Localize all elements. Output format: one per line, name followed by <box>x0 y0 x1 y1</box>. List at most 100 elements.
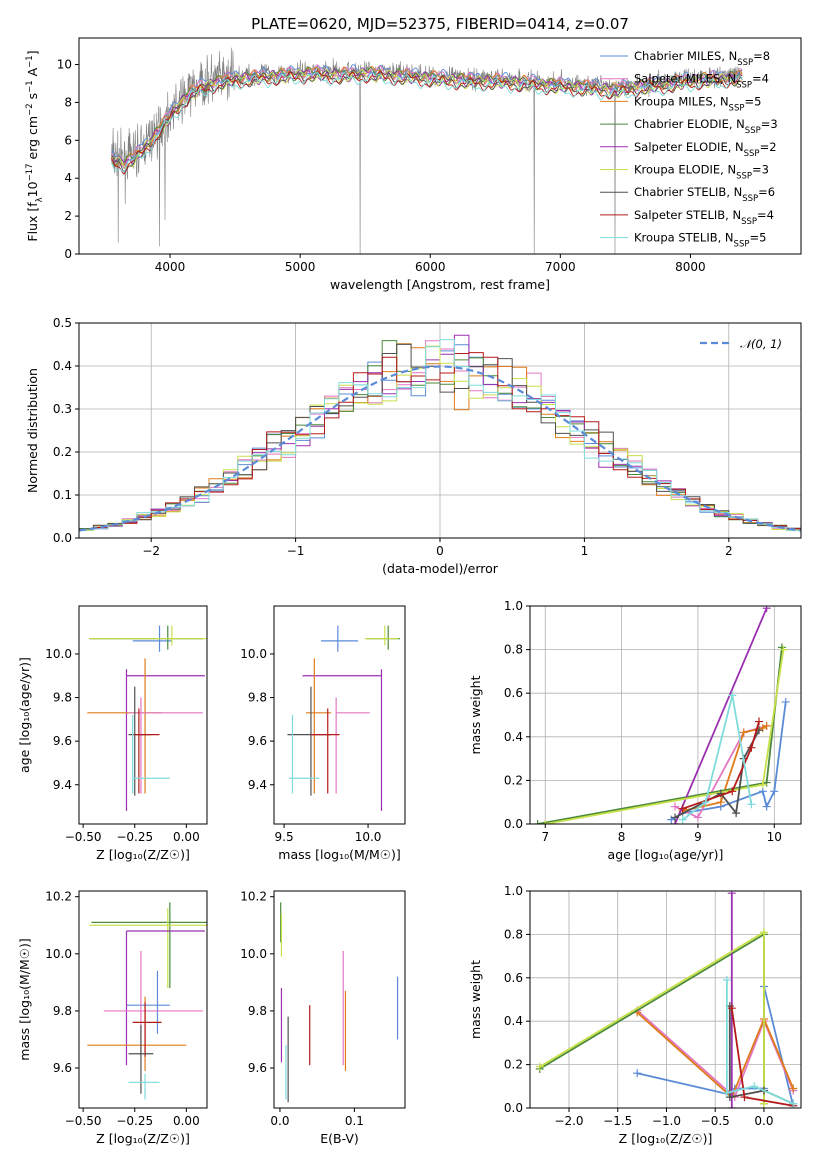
errorbar-point <box>364 625 399 646</box>
y-tick-label: 0.0 <box>53 531 72 545</box>
series-marker <box>789 1099 798 1108</box>
series-marker <box>762 721 771 730</box>
errorbar-point <box>91 902 207 989</box>
series-marker <box>722 1088 731 1097</box>
errorbar-point <box>305 658 332 794</box>
weight_vs_Z-panel: −2.0 −1.5 −1.0 −0.5 0.0 0.0 0.2 0.4 0.6 0.8 1.0 Z [… <box>468 884 802 1146</box>
series-marker <box>678 815 687 824</box>
series-marker <box>727 891 736 898</box>
errorbar-point <box>132 1002 162 1057</box>
series-marker <box>722 975 731 984</box>
residuals-panel: −2 −1 0 1 2 0.0 0.1 0.2 0.3 0.4 0.5 (data-model)/er… <box>25 316 802 576</box>
series-marker <box>762 802 771 811</box>
x-tick-label: −0.25 <box>116 830 153 844</box>
errorbar-point <box>125 930 205 1066</box>
x-tick-label: 0.1 <box>345 1114 364 1128</box>
legend-entry: Salpeter ELODIE, NSSP=2 <box>634 140 777 159</box>
series-marker <box>533 820 542 824</box>
y-tick-label: 9.8 <box>248 691 267 705</box>
series-line <box>674 607 768 824</box>
errorbar-point <box>128 1025 154 1094</box>
spectrum-lines <box>111 47 743 254</box>
y-tick-label: 9.6 <box>248 734 267 748</box>
y-tick-label: 0.2 <box>504 773 523 787</box>
x-axis-label: Z [log₁₀(Z/Z☉)] <box>96 1131 190 1146</box>
errorbar-point <box>128 686 152 796</box>
series-marker <box>701 798 710 807</box>
series-marker <box>759 928 768 937</box>
x-tick-label: −0.5 <box>701 1114 730 1128</box>
axes-frame <box>273 605 406 825</box>
x-tick-label: 2 <box>725 544 733 558</box>
y-tick-label: 6 <box>64 133 72 147</box>
errorbar-group <box>287 625 400 811</box>
y-tick-label: 0.6 <box>504 686 523 700</box>
x-tick-label: 0.00 <box>173 830 200 844</box>
histogram-group <box>79 334 801 532</box>
y-tick-label: 0.0 <box>504 817 523 831</box>
axes-frame <box>529 890 802 1109</box>
x-axis-label: age [log₁₀(age/yr)] <box>608 847 724 862</box>
series-marker <box>671 802 680 811</box>
series-line <box>682 695 753 821</box>
histogram-step-line <box>79 352 801 530</box>
figure-title: PLATE=0620, MJD=52375, FIBERID=0414, z=0… <box>251 15 629 33</box>
x-axis-label: (data-model)/error <box>382 561 499 576</box>
model-spectrum-line <box>111 70 743 175</box>
errorbar-point <box>321 625 358 652</box>
y-tick-label: 1.0 <box>504 884 523 898</box>
x-tick-label: −1.0 <box>652 1114 681 1128</box>
legend-entry: Kroupa ELODIE, NSSP=3 <box>634 163 769 182</box>
series-line <box>636 986 795 1107</box>
x-tick-label: 5000 <box>285 260 316 274</box>
y-tick-label: 9.4 <box>53 778 72 792</box>
y-tick-label: 10.0 <box>240 947 267 961</box>
series-line <box>636 1011 795 1099</box>
y-tick-label: 10 <box>57 58 72 72</box>
axes-frame <box>78 37 802 255</box>
errorbar-point <box>89 908 207 989</box>
y-tick-label: 0.1 <box>53 488 72 502</box>
mass_vs_Z-panel: −0.50 −0.25 0.00 9.6 9.8 10.0 10.2 Z [log₁₀(Z/Z… <box>17 890 208 1146</box>
y-tick-label: 9.8 <box>53 1004 72 1018</box>
histogram-step-line <box>79 339 801 532</box>
x-tick-label: 0.0 <box>270 1114 289 1128</box>
x-tick-label: −2 <box>142 544 160 558</box>
y-tick-label: 9.6 <box>248 1061 267 1075</box>
legend-entry: Kroupa MILES, NSSP=5 <box>634 94 761 113</box>
series-marker <box>755 717 764 726</box>
y-axis-label: mass weight <box>468 960 483 1039</box>
series-marker <box>728 691 737 700</box>
series-marker <box>541 820 550 824</box>
x-tick-label: 4000 <box>155 260 186 274</box>
axes-frame <box>78 890 208 1109</box>
errorbar-group <box>280 902 399 1103</box>
errorbar-point <box>125 669 205 811</box>
series-marker <box>770 787 779 796</box>
y-axis-label: mass weight <box>468 675 483 754</box>
x-tick-label: 9 <box>694 830 702 844</box>
y-tick-label: 9.8 <box>248 1004 267 1018</box>
series-group <box>533 606 790 824</box>
errorbar-point <box>87 996 187 1071</box>
y-tick-label: 9.6 <box>53 1061 72 1075</box>
y-tick-label: 10.0 <box>45 947 72 961</box>
y-tick-label: 0.5 <box>53 316 72 330</box>
y-axis-label: Flux [fλ10−17 erg cm−2 s−1 A−1] <box>25 50 45 241</box>
x-tick-label: 8 <box>618 830 626 844</box>
series-marker <box>716 798 725 807</box>
x-axis-label: E(B-V) <box>320 1131 359 1146</box>
legend-entry: 𝒩(0, 1) <box>740 337 782 351</box>
x-axis-label: wavelength [Angstrom, rest frame] <box>330 277 550 292</box>
errorbar-group <box>87 625 207 811</box>
age_vs_Z-panel: −0.50 −0.25 0.00 9.4 9.6 9.8 10.0 Z [log₁₀(Z/Z☉… <box>17 605 208 862</box>
series-marker <box>728 787 737 796</box>
y-tick-label: 10.2 <box>240 890 267 904</box>
series-marker <box>725 1093 734 1102</box>
errorbar-point <box>289 715 320 794</box>
errorbar-point <box>287 686 332 796</box>
y-tick-label: 0.2 <box>504 1058 523 1072</box>
errorbar-point <box>128 697 203 794</box>
x-tick-label: 10 <box>767 830 782 844</box>
